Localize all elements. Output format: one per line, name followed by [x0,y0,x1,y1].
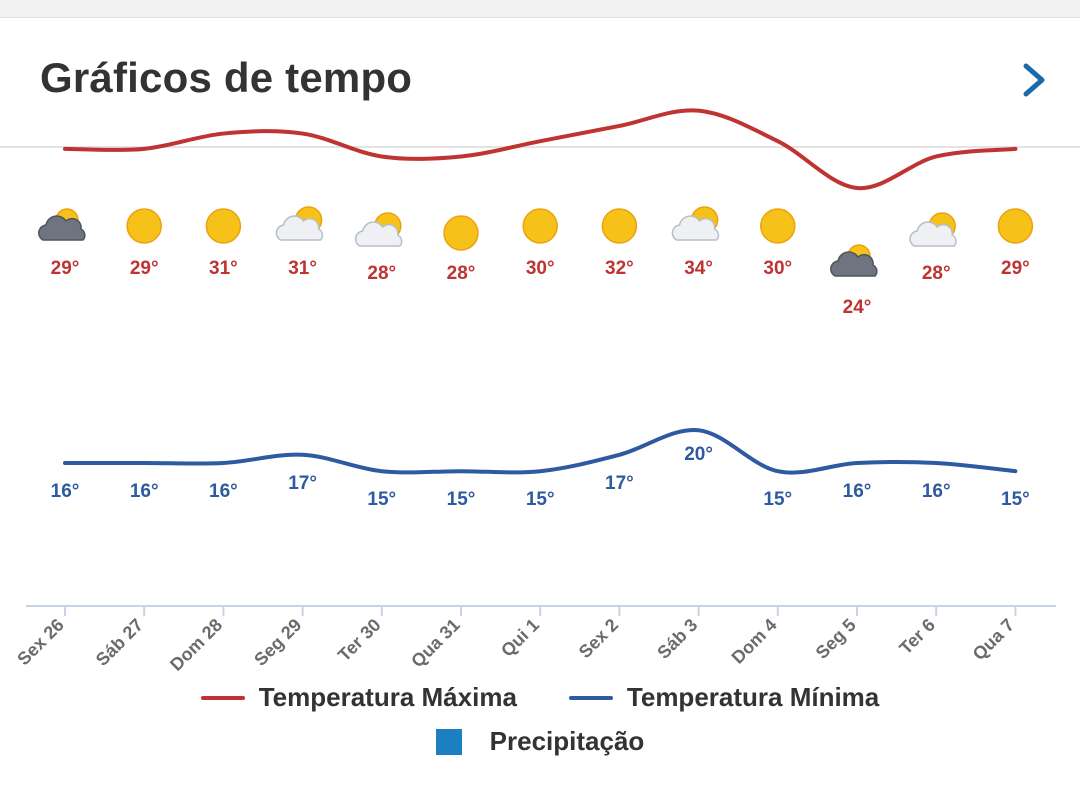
legend-row-precip: Precipitação [0,726,1080,757]
sun-icon [443,215,479,251]
partly-cloudy-icon [275,206,324,241]
legend-max-swatch [200,695,245,700]
max-temp-label: 28° [367,263,396,284]
min-temp-label: 15° [367,489,396,510]
partly-cloudy-icon [354,212,403,247]
max-temp-label: 30° [763,258,792,279]
legend-min-label: Temperatura Mínima [626,682,880,712]
max-temp-label: 32° [605,258,634,279]
max-temp-label: 24° [843,297,872,318]
x-axis-tick-label: Sex 26 [13,615,67,669]
min-temp-label: 16° [922,481,951,502]
x-axis-tick-label: Sáb 3 [653,615,701,663]
min-temp-label: 16° [51,481,80,502]
legend-item-max[interactable]: Temperatura Máxima [200,682,517,713]
max-temp-label: 31° [288,258,317,279]
legend-row-temps: Temperatura Máxima Temperatura Mínima [0,682,1080,713]
sun-icon [997,208,1034,244]
min-temp-label: 16° [843,481,872,502]
legend-item-precip[interactable]: Precipitação [435,726,645,757]
sun-icon [205,208,242,244]
x-axis-tick-label: Sex 2 [575,615,622,662]
max-temp-label: 28° [447,263,476,284]
min-temp-label: 17° [288,473,317,494]
max-temp-label: 30° [526,258,555,279]
x-axis-tick-label: Seg 29 [250,615,305,670]
min-temp-label: 15° [526,489,555,510]
sun-icon [760,208,796,244]
min-temp-label: 15° [447,489,476,510]
sun-icon [601,208,638,244]
max-temp-label: 34° [684,258,713,279]
min-temp-label: 15° [1001,489,1030,510]
x-axis-tick-label: Seg 5 [812,615,860,663]
card-header: Gráficos de tempo [0,18,1080,148]
chevron-right-icon[interactable] [1014,58,1054,102]
temperature-chart-svg: 29° 29° 31° 31° 28° 28° 30° 32° 34° 30° 24° 28° 29° 1… [13,108,1056,675]
min-temp-label: 17° [605,473,634,494]
x-axis-tick-label: Dom 4 [728,615,781,668]
min-temp-label: 15° [763,489,792,510]
max-temp-label: 29° [1001,258,1030,279]
max-temp-line [63,108,1018,191]
legend-max-label: Temperatura Máxima [258,682,517,712]
legend-precip-label: Precipitação [489,726,645,756]
cloudy-icon [830,244,878,277]
weather-charts-card: Gráficos de tempo [0,17,1080,801]
max-temp-label: 28° [922,263,951,284]
x-axis-tick-label: Ter 6 [895,615,939,659]
partly-cloudy-icon [909,212,957,247]
legend-precip-swatch [435,728,462,755]
legend-min-swatch [568,695,613,700]
sun-icon [126,208,162,244]
partly-cloudy-icon [671,206,720,241]
min-temp-label: 20° [684,444,713,465]
min-temp-label: 16° [130,481,159,502]
max-temp-label: 29° [130,258,159,279]
legend-item-min[interactable]: Temperatura Mínima [568,682,880,713]
page-title: Gráficos de tempo [40,54,413,101]
cloudy-icon [38,208,86,241]
min-temp-label: 16° [209,481,238,502]
x-axis-tick-label: Ter 30 [334,615,385,666]
max-temp-label: 29° [51,258,80,279]
x-axis-tick-label: Qui 1 [497,615,543,661]
sun-icon [522,208,558,244]
max-temp-label: 31° [209,258,238,279]
x-axis-tick-label: Sáb 27 [92,615,147,670]
x-axis-tick-label: Dom 28 [166,615,226,675]
min-temp-line [63,428,1018,475]
x-axis-tick-label: Qua 31 [407,615,464,672]
x-axis-tick-label: Qua 7 [969,615,1019,665]
